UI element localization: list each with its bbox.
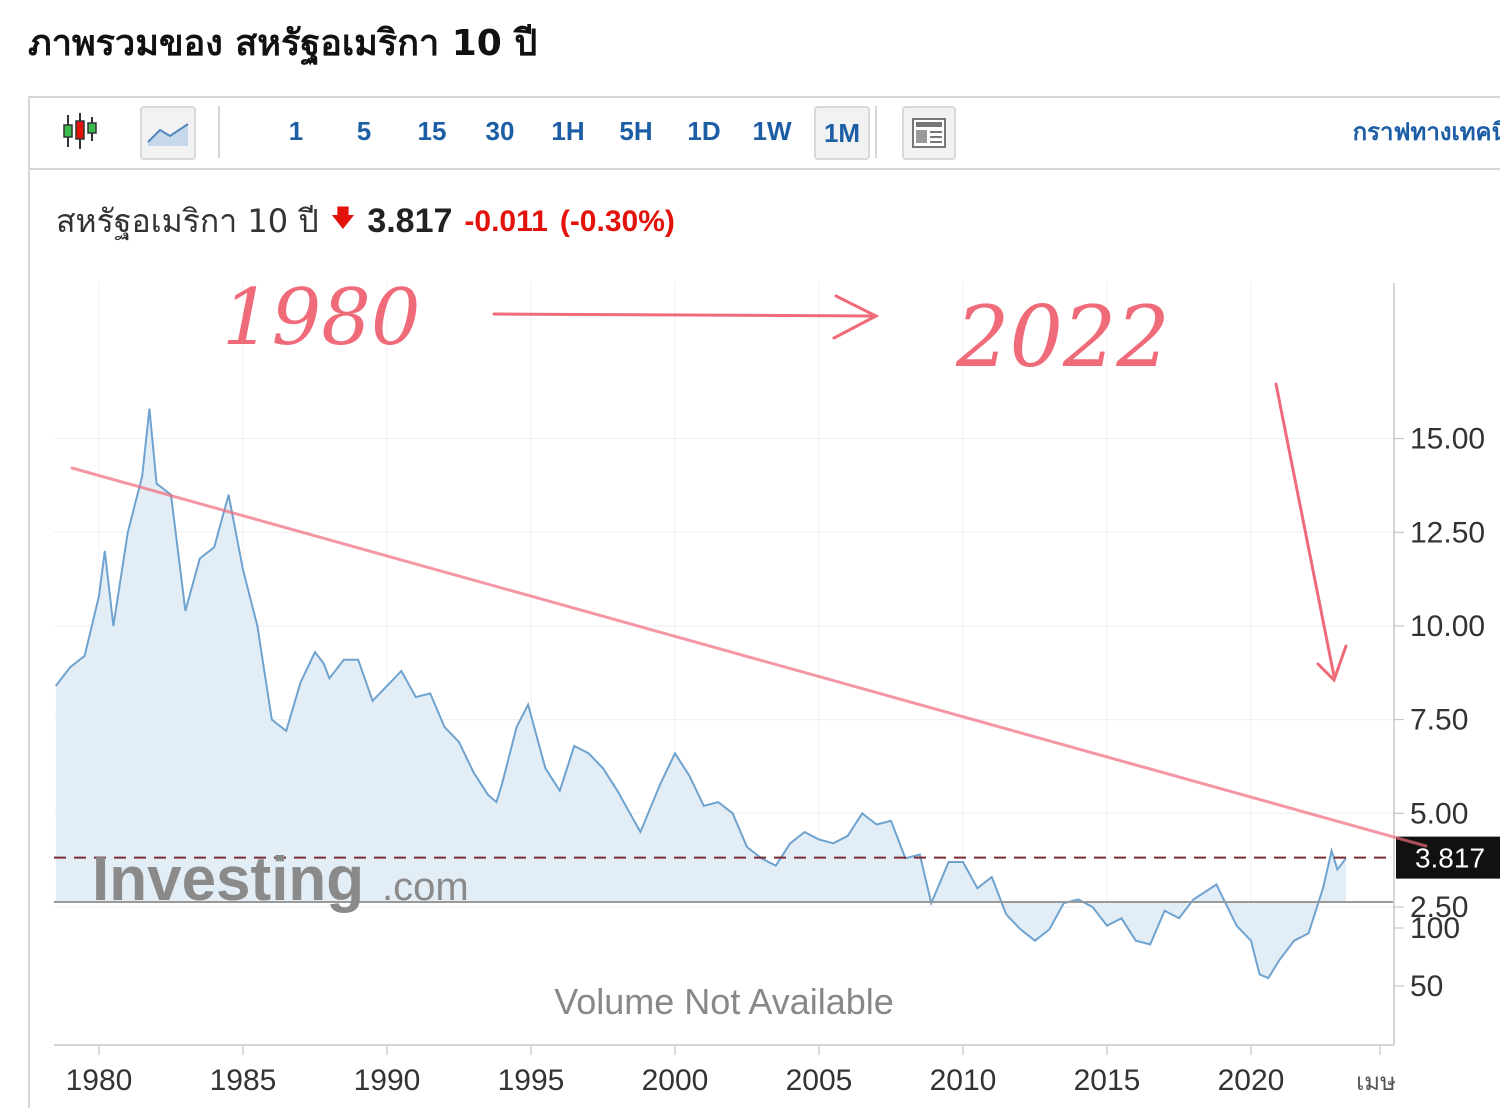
y-tick-label: 12.50	[1410, 516, 1485, 549]
price-change: -0.011	[464, 204, 548, 238]
hand-annotations	[70, 294, 1428, 848]
x-tick-label: 2000	[642, 1064, 709, 1097]
candlestick-icon[interactable]	[52, 106, 108, 156]
y-tick-label: 10.00	[1410, 610, 1485, 643]
x-tick-label: 1990	[354, 1064, 421, 1097]
x-tick-label: 2005	[786, 1064, 853, 1097]
quote-header: สหรัฐอเมริกา 10 ปี 🡇 3.817 -0.011 (-0.30…	[56, 196, 675, 247]
x-tick-label: 1995	[498, 1064, 565, 1097]
x-tick-label: 2010	[930, 1064, 997, 1097]
interval-1h[interactable]: 1H	[551, 115, 585, 146]
current-price-text: 3.817	[1415, 843, 1485, 874]
interval-30[interactable]: 30	[485, 115, 515, 146]
technical-chart-link[interactable]: กราฟทางเทคนิ	[1352, 118, 1500, 146]
page-title: ภาพรวมของ สหรัฐอเมริกา 10 ปี	[28, 23, 538, 64]
annotation-arrow-horizontal	[492, 312, 876, 318]
x-tick-label: 2020	[1218, 1064, 1285, 1097]
x-tick-label: 2015	[1074, 1064, 1141, 1097]
interval-15[interactable]: 15	[417, 115, 447, 146]
x-end-label: เมษ	[1356, 1068, 1396, 1096]
current-price-label: 3.817	[1396, 836, 1500, 879]
interval-1[interactable]: 1	[288, 115, 304, 146]
trend-line	[70, 466, 1428, 848]
volume-tick-label: 100	[1410, 912, 1460, 945]
volume-not-available: Volume Not Available	[554, 981, 894, 1022]
y-axis-ticks: 15.00 12.50 10.00 7.50 5.00 2.50	[1394, 423, 1485, 924]
interval-5h[interactable]: 5H	[619, 115, 653, 146]
annotation-start-year: 1980	[222, 273, 421, 363]
annotation-arrowhead-horizontal	[832, 294, 880, 340]
layout-icon[interactable]	[902, 106, 956, 160]
interval-1m[interactable]: 1M	[814, 106, 870, 160]
x-tick-label: 1980	[66, 1064, 133, 1097]
x-axis-ticks: 1980 1985 1990 1995 2000 2005 2010 2015 2020 เมษ	[66, 1045, 1396, 1097]
x-tick-label: 1985	[210, 1064, 277, 1097]
volume-tick-label: 50	[1410, 970, 1443, 1003]
chart-frame	[28, 96, 1500, 1108]
annotation-end-year: 2022	[955, 288, 1170, 386]
watermark-brand: Investing	[92, 845, 364, 914]
interval-1w[interactable]: 1W	[752, 115, 792, 146]
instrument-name: สหรัฐอเมริกา 10 ปี	[56, 202, 319, 240]
chart-toolbar: 1 5 15 30 1H 5H 1D 1W 1M กราฟทางเทคนิ	[30, 98, 1500, 170]
y-tick-label: 5.00	[1410, 797, 1468, 830]
price-change-percent: (-0.30%)	[559, 204, 675, 238]
interval-1d[interactable]: 1D	[687, 115, 721, 146]
annotation-arrowhead-down	[1316, 644, 1348, 683]
yield-area-fill	[55, 408, 1346, 979]
volume-axis-ticks: 100 50	[1394, 912, 1460, 1003]
y-tick-label: 2.50	[1410, 891, 1468, 924]
area-chart-icon[interactable]	[140, 106, 196, 160]
yield-line	[55, 408, 1347, 980]
last-price: 3.817	[367, 202, 453, 240]
interval-5[interactable]: 5	[356, 115, 372, 146]
watermark-suffix: .com	[382, 865, 469, 909]
annotation-arrow-down	[1274, 382, 1336, 678]
down-arrow-icon: 🡇	[330, 204, 356, 232]
y-tick-label: 7.50	[1410, 704, 1468, 737]
y-tick-label: 15.00	[1410, 423, 1485, 456]
